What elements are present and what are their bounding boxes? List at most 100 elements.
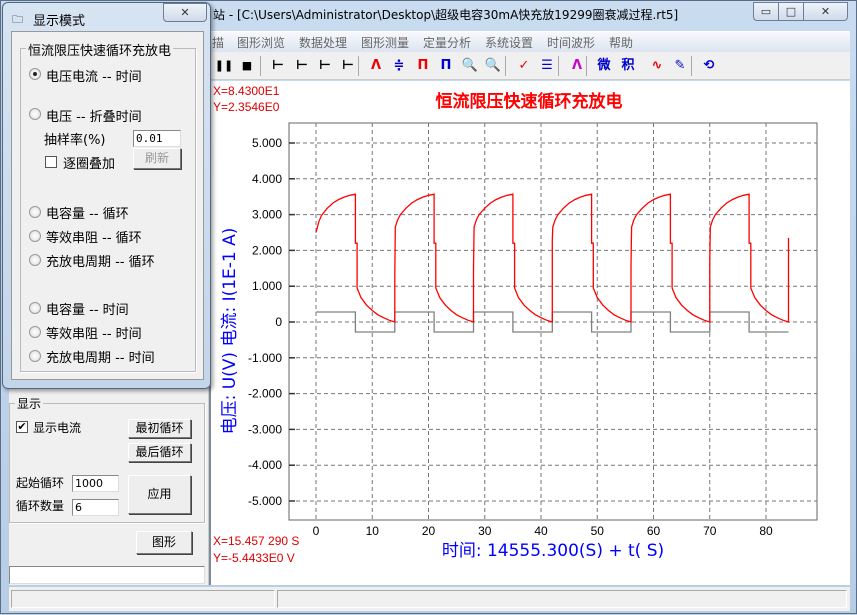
mode-label: 电压 -- 折叠时间 (46, 110, 142, 125)
cursor-y-readout: Y=2.3546E0 (213, 100, 280, 114)
sample-rate-input[interactable]: 0.01 (133, 130, 181, 147)
axis-auto-icon[interactable]: ⊢ (342, 58, 354, 73)
mode-radio-capacity-time[interactable] (29, 302, 41, 314)
dialog-close-button[interactable]: ✕ (163, 3, 207, 22)
peak-stretch-icon[interactable]: Λ (370, 58, 382, 73)
y-tick-label: 0 (275, 315, 282, 329)
x-axis-label: 时间: 14555.300(S) + t( S) (442, 541, 664, 561)
chart-title: 恒流限压快速循环充放电 (436, 91, 623, 112)
mode-radio-period-cycle[interactable] (29, 254, 41, 266)
peak-frame-icon[interactable]: Π (417, 58, 429, 73)
y-tick-label: 5.000 (252, 136, 282, 150)
stop-icon[interactable]: ■ (241, 59, 253, 72)
integral-icon[interactable]: 积 (621, 58, 635, 73)
display-group-label: 显示 (15, 395, 44, 412)
menu-graph-browse[interactable]: 图形浏览 (237, 36, 286, 50)
toolbar-separator (505, 56, 506, 76)
voltage-line (315, 193, 790, 323)
differential-icon[interactable]: 微 (597, 58, 611, 73)
start-cycle-input[interactable]: 1000 (72, 475, 119, 492)
folder-icon: 🗀 (12, 13, 23, 26)
refresh-button[interactable]: 刷新 (133, 148, 181, 169)
cycle-count-input[interactable]: 6 (72, 499, 119, 516)
y-tick-label: 4.000 (252, 172, 282, 186)
dialog-title: 显示模式 (33, 14, 86, 29)
mode-radio-esr-time[interactable] (29, 326, 41, 338)
graph-button[interactable]: 图形 (136, 531, 192, 554)
show-current-label: 显示电流 (33, 421, 82, 435)
toolbar-separator (260, 56, 261, 76)
axis-expand-x-icon[interactable]: ⊢ (272, 58, 284, 73)
cursor-x-readout: X=8.4300E1 (213, 84, 280, 98)
status-bar (9, 587, 850, 611)
smooth-curve-icon[interactable]: ∿ (651, 58, 663, 73)
menu-bar: 描 图形浏览 数据处理 图形测量 定量分析 系统设置 时间波形 帮助 (9, 31, 850, 52)
menu-graph-measure[interactable]: 图形测量 (361, 36, 410, 50)
minimize-button[interactable]: ▭ (753, 2, 779, 21)
x-tick-label: 50 (591, 524, 605, 538)
x-tick-label: 80 (759, 524, 773, 538)
status-pane-1 (11, 590, 275, 608)
x-tick-label: 10 (366, 524, 380, 538)
menu-system-settings[interactable]: 系统设置 (485, 36, 534, 50)
x-tick-label: 20 (422, 524, 436, 538)
dialog-body: 恒流限压快速循环充放电 电压电流 -- 时间 电压 -- 折叠时间 抽样率(%)… (11, 31, 204, 380)
mode-radio-voltage-folded-time[interactable] (29, 108, 41, 120)
menu-help[interactable]: 帮助 (609, 36, 634, 50)
start-cycle-label: 起始循环 (16, 476, 65, 490)
pause-icon[interactable]: ❚❚ (214, 59, 234, 72)
axis-expand-y-icon[interactable]: ⊢ (319, 58, 331, 73)
x-tick-label: 70 (703, 524, 717, 538)
menu-time-waveform[interactable]: 时间波形 (547, 36, 596, 50)
y-tick-label: -5.000 (248, 494, 282, 508)
sample-rate-label: 抽样率(%) (44, 133, 106, 148)
peak-frame-blue-icon[interactable]: Π (440, 58, 452, 73)
y-tick-label: -4.000 (248, 458, 282, 472)
message-box (9, 566, 205, 584)
peak-compress-icon[interactable]: ≑ (393, 58, 405, 73)
overlay-checkbox[interactable] (45, 156, 57, 168)
mode-label: 等效串阻 -- 循环 (46, 231, 142, 246)
y-tick-label: 3.000 (252, 208, 282, 222)
mode-group-label: 恒流限压快速循环充放电 (26, 40, 174, 59)
mode-radio-period-time[interactable] (29, 350, 41, 362)
window-title: 站 - [C:\Users\Administrator\Desktop\超级电容… (213, 8, 679, 22)
toolbar-separator (358, 56, 359, 76)
mode-label: 充放电周期 -- 循环 (46, 255, 155, 270)
display-group (9, 403, 205, 523)
zoom-out-icon[interactable]: 🔍 (461, 58, 479, 73)
curve-fit-icon[interactable]: ✓ (518, 58, 530, 73)
overlay-peaks-icon[interactable]: Λ (571, 58, 583, 73)
show-current-checkbox[interactable]: ✔ (16, 420, 28, 433)
menu-partial[interactable]: 描 (212, 36, 225, 50)
y-tick-label: -1.000 (248, 351, 282, 365)
mode-radio-capacity-cycle[interactable] (29, 206, 41, 218)
mode-label: 充放电周期 -- 时间 (46, 351, 155, 366)
menu-data-processing[interactable]: 数据处理 (299, 36, 348, 50)
toolbar-separator (558, 56, 559, 76)
mode-label: 等效串阻 -- 时间 (46, 327, 142, 342)
close-button[interactable]: ✕ (803, 2, 848, 21)
x-tick-label: 0 (313, 524, 320, 538)
data-table-icon[interactable]: ☰ (541, 58, 553, 73)
axis-shrink-x-icon[interactable]: ⊢ (296, 58, 308, 73)
mode-radio-voltage-current-time[interactable] (29, 68, 41, 80)
first-cycle-button[interactable]: 最初循环 (128, 419, 191, 438)
toolbar-separator (586, 56, 587, 76)
menu-quantitative[interactable]: 定量分析 (423, 36, 472, 50)
y-tick-label: 2.000 (252, 243, 282, 257)
toolbar-separator (691, 56, 692, 76)
zoom-in-icon[interactable]: 🔍 (484, 58, 502, 73)
x-tick-label: 40 (534, 524, 548, 538)
rotate-icon[interactable]: ⟲ (703, 58, 715, 73)
mode-radio-esr-cycle[interactable] (29, 230, 41, 242)
apply-button[interactable]: 应用 (128, 475, 191, 514)
annotate-icon[interactable]: ✎ (674, 58, 686, 73)
overlay-label: 逐圈叠加 (63, 157, 116, 172)
last-cycle-button[interactable]: 最后循环 (128, 443, 191, 462)
mode-label: 电容量 -- 时间 (46, 303, 129, 318)
y-tick-label: -2.000 (248, 387, 282, 401)
mode-label: 电压电流 -- 时间 (46, 70, 142, 85)
maximize-button[interactable]: □ (778, 2, 804, 21)
